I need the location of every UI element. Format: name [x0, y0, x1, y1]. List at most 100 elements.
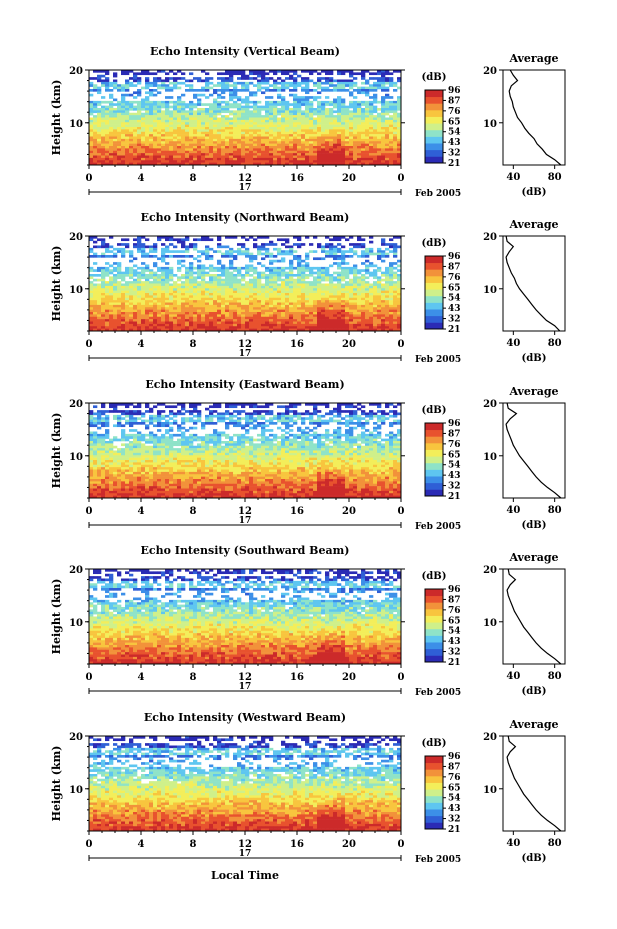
heatmap-cell [129, 319, 134, 322]
heatmap-cell [89, 89, 94, 92]
heatmap-cell [237, 131, 242, 135]
heatmap-cell [181, 153, 186, 156]
heatmap-cell [173, 150, 178, 154]
heatmap-cell [389, 108, 394, 111]
heatmap-cell [385, 252, 390, 256]
heatmap-cell [197, 134, 202, 137]
heatmap-cell [181, 245, 186, 249]
heatmap-cell [385, 290, 390, 294]
heatmap-cell [269, 96, 274, 99]
heatmap-cell [197, 264, 202, 268]
heatmap-cell [101, 143, 106, 147]
heatmap-cell [281, 257, 286, 261]
heatmap-cell [153, 89, 158, 92]
heatmap-cell [385, 307, 390, 310]
heatmap-cell [141, 266, 146, 270]
heatmap-cell [189, 283, 194, 287]
heatmap-cell [345, 119, 350, 123]
heatmap-cell [281, 316, 286, 320]
heatmap-cell [381, 119, 386, 123]
heatmap-cell [201, 134, 206, 137]
heatmap-cell [177, 269, 182, 272]
heatmap-cell [229, 304, 234, 308]
heatmap-cell [389, 238, 394, 242]
heatmap-cell [297, 74, 302, 78]
heatmap-cell [337, 84, 342, 87]
heatmap-cell [197, 136, 202, 140]
heatmap-cell [289, 252, 294, 256]
heatmap-cell [109, 93, 114, 97]
heatmap-cell [101, 278, 106, 282]
heatmap-cell [113, 274, 118, 277]
heatmap-cell [325, 134, 330, 137]
heatmap-cell [393, 143, 398, 147]
heatmap-cell [301, 323, 306, 327]
heatmap-cell [205, 304, 210, 308]
heatmap-cell [233, 323, 238, 327]
heatmap-cell [317, 257, 322, 261]
heatmap-cell [325, 271, 330, 275]
heatmap-cell [165, 103, 170, 106]
heatmap-cell [97, 148, 102, 152]
heatmap-cell [125, 269, 130, 272]
heatmap-cell [341, 271, 346, 275]
heatmap-cell [333, 115, 338, 118]
heatmap-cell [369, 326, 374, 329]
heatmap-cell [329, 319, 334, 322]
heatmap-cell [149, 91, 154, 95]
heatmap-cell [321, 89, 326, 92]
heatmap-cell [377, 300, 382, 303]
heatmap-cell [365, 112, 370, 116]
heatmap-cell [261, 312, 266, 315]
heatmap-cell [181, 143, 186, 147]
heatmap-cell [185, 321, 190, 325]
heatmap-cell [321, 319, 326, 322]
heatmap-cell [293, 319, 298, 322]
heatmap-cell [209, 312, 214, 315]
heatmap-cell [105, 290, 110, 294]
heatmap-cell [297, 155, 302, 159]
heatmap-cell [281, 150, 286, 154]
heatmap-cell [241, 148, 246, 152]
heatmap-cell [305, 110, 310, 114]
heatmap-cell [225, 89, 230, 92]
heatmap-cell [337, 134, 342, 137]
heatmap-cell [317, 72, 322, 76]
heatmap-cell [249, 285, 254, 289]
heatmap-cell [217, 84, 222, 87]
heatmap-cell [381, 160, 386, 163]
heatmap-cell [105, 269, 110, 272]
heatmap-cell [233, 131, 238, 135]
heatmap-cell [169, 314, 174, 318]
heatmap-cell [293, 309, 298, 313]
heatmap-cell [201, 155, 206, 159]
heatmap-cell [105, 79, 110, 83]
heatmap-cell [109, 290, 114, 294]
heatmap-cell [97, 295, 102, 299]
heatmap-cell [125, 312, 130, 315]
heatmap-cell [337, 293, 342, 296]
heatmap-cell [313, 84, 318, 87]
heatmap-cell [289, 131, 294, 135]
heatmap-cell [217, 290, 222, 294]
heatmap-cell [89, 307, 94, 310]
heatmap-cell [169, 297, 174, 301]
heatmap-cell [301, 155, 306, 159]
heatmap-cell [113, 326, 118, 329]
heatmap-cell [117, 157, 122, 161]
heatmap-cell [249, 115, 254, 118]
heatmap-cell [221, 153, 226, 156]
heatmap-cell [201, 124, 206, 128]
heatmap-cell [169, 319, 174, 322]
heatmap-cell [341, 307, 346, 310]
heatmap-cell [177, 240, 182, 244]
heatmap-cell [289, 295, 294, 299]
heatmap-cell [169, 250, 174, 253]
heatmap-cell [353, 77, 358, 80]
heatmap-cell [189, 274, 194, 277]
heatmap-cell [285, 134, 290, 137]
heatmap-cell [109, 302, 114, 306]
heatmap-cell [257, 146, 262, 149]
heatmap-cell [337, 266, 342, 270]
heatmap-cell [229, 117, 234, 121]
